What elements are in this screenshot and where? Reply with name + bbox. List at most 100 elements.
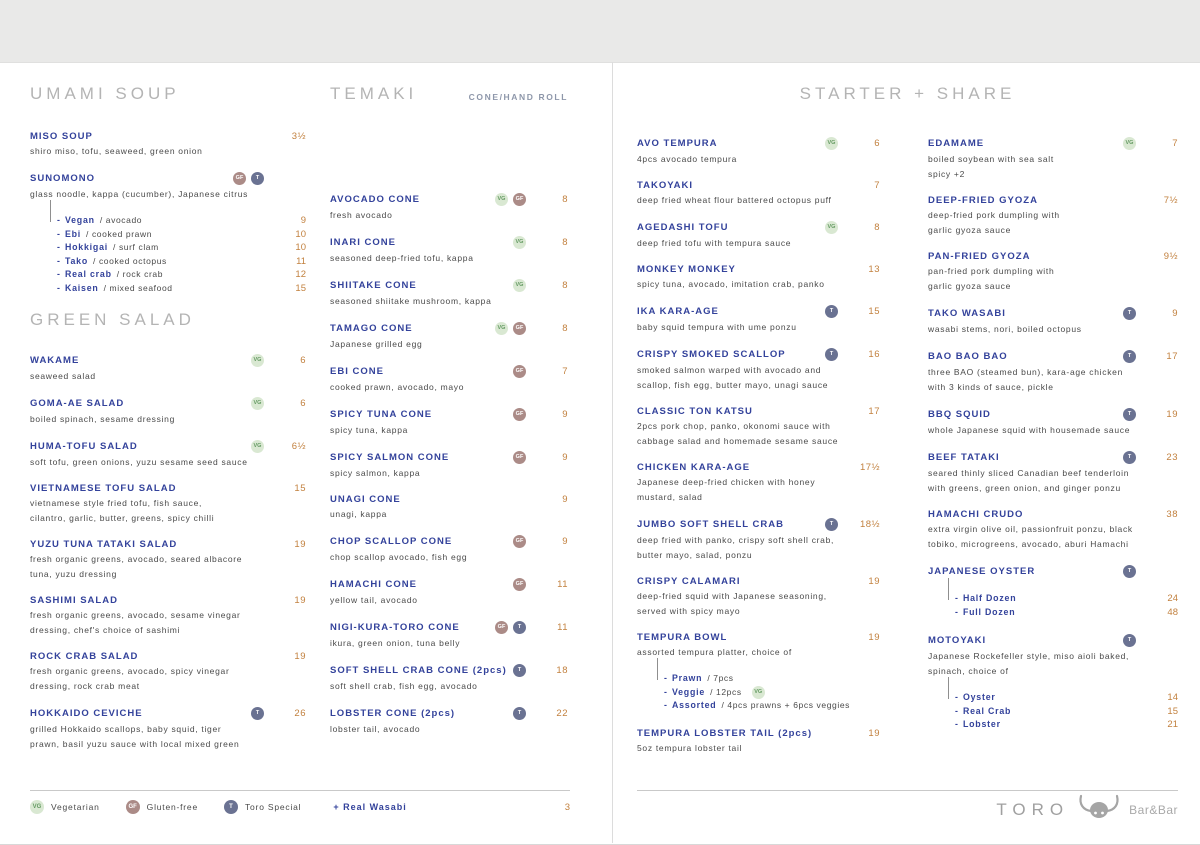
item-price: 19 xyxy=(294,651,306,662)
menu-item-row: SOFT SHELL CRAB CONE (2pcs) T 18 xyxy=(330,664,568,677)
item-name: SUNOMONO xyxy=(30,173,95,184)
item-description: 5oz tempura lobster tail xyxy=(637,742,743,753)
menu-item: DEEP-FRIED GYOZA 7½ deep-fried pork dumpli… xyxy=(928,195,1178,236)
item-description: vietnamese style fried tofu, fish sauce, xyxy=(30,498,203,508)
item-description: wasabi stems, nori, boiled octopus xyxy=(928,324,1082,334)
item-description: prawn, basil yuzu sauce with local mixed… xyxy=(30,739,240,749)
legend-label-vegetarian: Vegetarian xyxy=(51,802,100,812)
item-price: 19 xyxy=(1166,409,1178,420)
menu-item: BEEF TATAKI T 23 seared thinly sliced Canad… xyxy=(928,451,1178,494)
item-badges: GF xyxy=(513,365,526,378)
item-badges: VG xyxy=(825,221,838,234)
item-name: TAMAGO CONE xyxy=(330,323,413,334)
menu-item-row: MOTOYAKI T xyxy=(928,634,1178,647)
menu-item-row: SUNOMONO GF T xyxy=(30,172,306,185)
item-name: AVOCADO CONE xyxy=(330,194,420,205)
menu-item: CRISPY CALAMARI 19 deep-fried squid with J… xyxy=(637,576,880,617)
badge-t-icon: T xyxy=(1123,634,1136,647)
badge-t-icon: T xyxy=(825,305,838,318)
item-description: unagi, kappa xyxy=(330,509,388,519)
option-row: - Full Dozen 48 xyxy=(948,606,1178,620)
item-price: 17 xyxy=(868,406,880,417)
item-description: fresh organic greens, avocado, sesame vi… xyxy=(30,610,241,620)
top-band xyxy=(0,0,1200,63)
item-description: 4pcs avocado tempura xyxy=(637,154,737,164)
item-badges: T xyxy=(825,518,838,531)
item-price: 8 xyxy=(562,280,568,291)
option-dash: - xyxy=(955,692,958,702)
menu-item: HUMA-TOFU SALAD VG 6½ soft tofu, green onio… xyxy=(30,440,306,468)
item-price: 26 xyxy=(294,708,306,719)
item-description: seasoned deep-fried tofu, kappa xyxy=(330,253,474,263)
badge-gf-icon: GF xyxy=(495,621,508,634)
menu-item: MOTOYAKI T Japanese Rockefeller style, mis… xyxy=(928,634,1178,732)
option-dash: - xyxy=(57,255,60,266)
item-description: soft shell crab, fish egg, avocado xyxy=(330,681,478,691)
item-description: assorted tempura platter, choice of xyxy=(637,647,792,657)
item-name: BEEF TATAKI xyxy=(928,452,1000,463)
item-badges: GF xyxy=(513,408,526,421)
item-name: CHOP SCALLOP CONE xyxy=(330,536,453,547)
badge-t-icon: T xyxy=(251,172,264,185)
item-badges: T xyxy=(1123,565,1136,578)
item-description: mustard, salad xyxy=(637,492,703,502)
item-price: 13 xyxy=(868,264,880,275)
badge-t-icon: T xyxy=(513,707,526,720)
menu-item-row: SASHIMI SALAD 19 xyxy=(30,595,306,606)
item-badges: T xyxy=(1123,634,1136,647)
item-description: smoked salmon warped with avocado and xyxy=(637,365,822,375)
temaki-subtitle: CONE/HAND ROLL xyxy=(468,92,568,102)
real-wasabi-price: 3 xyxy=(564,801,570,813)
footer-rule-left xyxy=(30,790,570,791)
section-title-umami-soup: UMAMI SOUP xyxy=(30,84,180,103)
item-badges: T xyxy=(825,305,838,318)
item-options: - Half Dozen 24 - Full Dozen 48 xyxy=(948,578,1178,620)
item-badges: T xyxy=(513,707,526,720)
item-description: fresh organic greens, avocado, seared al… xyxy=(30,554,243,564)
badge-vg-icon: VG xyxy=(495,193,508,206)
green-salad-list: WAKAME VG 6 seaweed salad GOMA-AE SALAD VG 6 bo… xyxy=(30,354,306,750)
item-price: 9 xyxy=(562,494,568,505)
item-name: VIETNAMESE TOFU SALAD xyxy=(30,483,177,494)
item-description: with greens, green onion, and ginger pon… xyxy=(928,483,1121,493)
item-description: shiro miso, tofu, seaweed, green onion xyxy=(30,146,203,156)
option-price: 10 xyxy=(295,228,306,240)
badge-t-icon: T xyxy=(1123,451,1136,464)
option-description: / cooked prawn xyxy=(86,228,153,239)
item-badges: T xyxy=(1123,451,1136,464)
item-price: 8 xyxy=(562,323,568,334)
item-price: 19 xyxy=(868,576,880,587)
menu-item: BBQ SQUID T 19 whole Japanese squid with ho… xyxy=(928,408,1178,436)
menu-item-row: TAKOYAKI 7 xyxy=(637,180,880,191)
legend-label-gluten-free: Gluten-free xyxy=(146,802,198,812)
menu-item: HOKKAIDO CEVICHE T 26 grilled Hokkaido scal… xyxy=(30,707,306,750)
item-name: TEMPURA LOBSTER TAIL (2pcs) xyxy=(637,727,813,739)
item-price: 16 xyxy=(868,349,880,360)
option-description: / rock crab xyxy=(116,269,164,279)
option-row: - Real Crab 15 xyxy=(948,705,1178,719)
item-name: SPICY SALMON CONE xyxy=(330,452,450,463)
item-description: 2pcs pork chop, panko, okonomi sauce wit… xyxy=(637,421,831,431)
option-dash: - xyxy=(664,673,667,683)
item-price: 18 xyxy=(556,665,568,676)
item-name: EDAMAME xyxy=(928,138,985,149)
item-name: SASHIMI SALAD xyxy=(30,595,118,606)
option-row: - Hokkigai / surf clam 10 xyxy=(50,241,306,255)
item-name: UNAGI CONE xyxy=(330,494,401,505)
option-price: 12 xyxy=(295,269,306,280)
item-name: WAKAME xyxy=(30,355,80,366)
item-name: HOKKAIDO CEVICHE xyxy=(30,708,143,719)
item-badges: GF xyxy=(513,535,526,548)
menu-item: EBI CONE GF 7 cooked prawn, avocado, mayo xyxy=(330,365,568,393)
menu-item-row: HOKKAIDO CEVICHE T 26 xyxy=(30,707,306,720)
option-description: / mixed seafood xyxy=(103,282,173,293)
item-name: SPICY TUNA CONE xyxy=(330,409,433,420)
menu-item: LOBSTER CONE (2pcs) T 22 lobster tail, avoc… xyxy=(330,707,568,735)
item-price: 7 xyxy=(1172,138,1178,149)
menu-item-row: MISO SOUP 3½ xyxy=(30,131,306,142)
menu-item-row: CHOP SCALLOP CONE GF 9 xyxy=(330,535,568,548)
menu-item-row: SPICY TUNA CONE GF 9 xyxy=(330,408,568,421)
item-price: 7 xyxy=(562,366,568,377)
